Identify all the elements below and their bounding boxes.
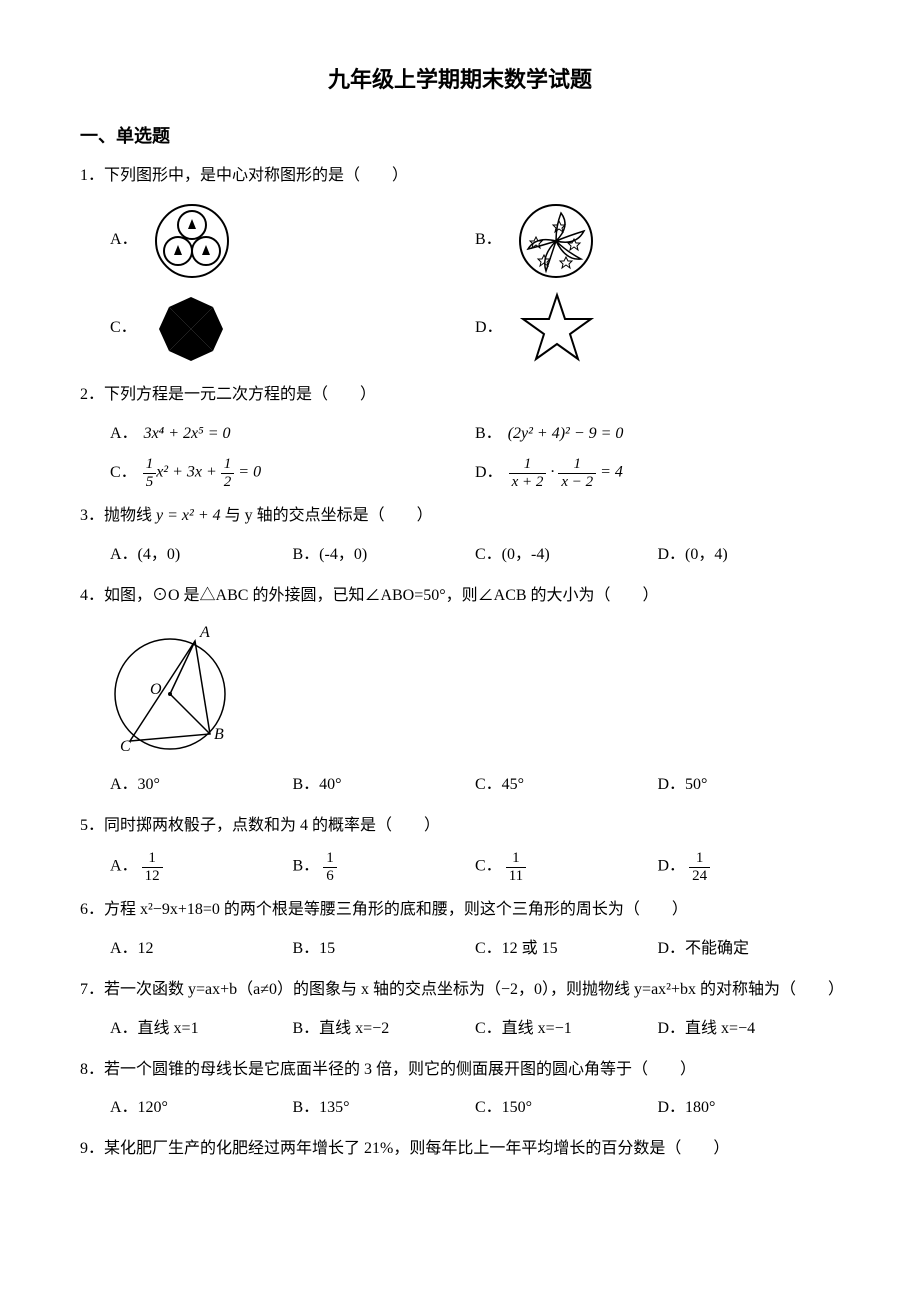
q1-text: 1．下列图形中，是中心对称图形的是（ ） bbox=[80, 162, 840, 191]
q2-opt-a: A． 3x⁴ + 2x⁵ = 0 bbox=[110, 416, 475, 453]
q8-opt-b: B．135° bbox=[293, 1090, 476, 1127]
q4-opt-b: B．40° bbox=[293, 767, 476, 804]
q2-c-label: C． bbox=[110, 459, 137, 488]
page-title: 九年级上学期期末数学试题 bbox=[80, 60, 840, 100]
q2-opt-d: D． 1x + 2 · 1x − 2 = 4 bbox=[475, 452, 840, 494]
q4-opt-d: D．50° bbox=[658, 767, 841, 804]
question-1: 1．下列图形中，是中心对称图形的是（ ） A． B． bbox=[80, 162, 840, 373]
q2-a-math: 3x⁴ + 2x⁵ = 0 bbox=[144, 420, 231, 449]
q8-opt-c: C．150° bbox=[475, 1090, 658, 1127]
section-header: 一、单选题 bbox=[80, 120, 840, 152]
q3-options: A．(4，0) B．(-4，0) C．(0，-4) D．(0，4) bbox=[110, 537, 840, 574]
q8-options: A．120° B．135° C．150° D．180° bbox=[110, 1090, 840, 1127]
flower-figure-b-icon bbox=[516, 201, 596, 281]
q3-opt-c: C．(0，-4) bbox=[475, 537, 658, 574]
q4-opt-a: A．30° bbox=[110, 767, 293, 804]
q2-opt-b: B． (2y² + 4)² − 9 = 0 bbox=[475, 416, 840, 453]
q5-a-label: A． bbox=[110, 858, 138, 875]
q1-b-label: B． bbox=[475, 226, 502, 255]
q3-post: 与 y 轴的交点坐标是（ ） bbox=[225, 507, 433, 524]
q3-pre: 3．抛物线 bbox=[80, 507, 156, 524]
q2-d-math: 1x + 2 · 1x − 2 = 4 bbox=[509, 456, 623, 490]
q2-c-math: 15x² + 3x + 12 = 0 bbox=[143, 456, 261, 490]
question-7: 7．若一次函数 y=ax+b（a≠0）的图象与 x 轴的交点坐标为（−2，0），… bbox=[80, 976, 840, 1048]
q1-c-label: C． bbox=[110, 314, 137, 343]
svg-text:C: C bbox=[120, 738, 131, 755]
q3-opt-a: A．(4，0) bbox=[110, 537, 293, 574]
q1-d-label: D． bbox=[475, 314, 503, 343]
q2-options: A． 3x⁴ + 2x⁵ = 0 B． (2y² + 4)² − 9 = 0 C… bbox=[110, 416, 840, 495]
q8-text: 8．若一个圆锥的母线长是它底面半径的 3 倍，则它的侧面展开图的圆心角等于（ ） bbox=[80, 1056, 840, 1085]
symmetry-figure-a-icon bbox=[152, 201, 232, 281]
q4-opt-c: C．45° bbox=[475, 767, 658, 804]
q6-opt-b: B．15 bbox=[293, 931, 476, 968]
svg-text:B: B bbox=[214, 726, 224, 743]
question-3: 3．抛物线 y = x² + 4 与 y 轴的交点坐标是（ ） A．(4，0) … bbox=[80, 502, 840, 574]
question-5: 5．同时掷两枚骰子，点数和为 4 的概率是（ ） A． 112 B． 16 C．… bbox=[80, 812, 840, 889]
q5-b-label: B． bbox=[293, 858, 320, 875]
q5-opt-d: D． 124 bbox=[658, 846, 841, 888]
q4-options: A．30° B．40° C．45° D．50° bbox=[110, 767, 840, 804]
q6-opt-d: D．不能确定 bbox=[658, 931, 841, 968]
circle-triangle-figure-icon: A B C O bbox=[110, 619, 840, 759]
q6-options: A．12 B．15 C．12 或 15 D．不能确定 bbox=[110, 931, 840, 968]
q7-opt-a: A．直线 x=1 bbox=[110, 1011, 293, 1048]
q5-c-label: C． bbox=[475, 858, 502, 875]
q1-options: A． B． bbox=[110, 197, 840, 373]
q2-text: 2．下列方程是一元二次方程的是（ ） bbox=[80, 381, 840, 410]
q5-text: 5．同时掷两枚骰子，点数和为 4 的概率是（ ） bbox=[80, 812, 840, 841]
q1-opt-b: B． bbox=[475, 197, 840, 285]
q5-d-label: D． bbox=[658, 858, 686, 875]
q7-options: A．直线 x=1 B．直线 x=−2 C．直线 x=−1 D．直线 x=−4 bbox=[110, 1011, 840, 1048]
q2-opt-c: C． 15x² + 3x + 12 = 0 bbox=[110, 452, 475, 494]
star-figure-d-icon bbox=[517, 289, 597, 369]
q8-opt-a: A．120° bbox=[110, 1090, 293, 1127]
q5-opt-c: C． 111 bbox=[475, 846, 658, 888]
q7-opt-d: D．直线 x=−4 bbox=[658, 1011, 841, 1048]
question-9: 9．某化肥厂生产的化肥经过两年增长了 21%，则每年比上一年平均增长的百分数是（… bbox=[80, 1135, 840, 1164]
q9-text: 9．某化肥厂生产的化肥经过两年增长了 21%，则每年比上一年平均增长的百分数是（… bbox=[80, 1135, 840, 1164]
q5-opt-a: A． 112 bbox=[110, 846, 293, 888]
q6-text: 6．方程 x²−9x+18=0 的两个根是等腰三角形的底和腰，则这个三角形的周长… bbox=[80, 896, 840, 925]
pinwheel-figure-c-icon bbox=[151, 289, 231, 369]
q2-a-label: A． bbox=[110, 420, 138, 449]
q2-b-math: (2y² + 4)² − 9 = 0 bbox=[508, 420, 624, 449]
q6-opt-a: A．12 bbox=[110, 931, 293, 968]
q2-b-label: B． bbox=[475, 420, 502, 449]
q7-text: 7．若一次函数 y=ax+b（a≠0）的图象与 x 轴的交点坐标为（−2，0），… bbox=[80, 976, 840, 1005]
q1-opt-a: A． bbox=[110, 197, 475, 285]
q3-text: 3．抛物线 y = x² + 4 与 y 轴的交点坐标是（ ） bbox=[80, 502, 840, 531]
question-4: 4．如图，⊙O 是△ABC 的外接圆，已知∠ABO=50°，则∠ACB 的大小为… bbox=[80, 582, 840, 804]
q3-opt-b: B．(-4，0) bbox=[293, 537, 476, 574]
q6-opt-c: C．12 或 15 bbox=[475, 931, 658, 968]
q8-opt-d: D．180° bbox=[658, 1090, 841, 1127]
svg-text:A: A bbox=[199, 624, 210, 641]
q4-text: 4．如图，⊙O 是△ABC 的外接圆，已知∠ABO=50°，则∠ACB 的大小为… bbox=[80, 582, 840, 611]
q7-opt-b: B．直线 x=−2 bbox=[293, 1011, 476, 1048]
q1-opt-c: C． bbox=[110, 285, 475, 373]
q3-opt-d: D．(0，4) bbox=[658, 537, 841, 574]
q7-opt-c: C．直线 x=−1 bbox=[475, 1011, 658, 1048]
q1-a-label: A． bbox=[110, 226, 138, 255]
q5-opt-b: B． 16 bbox=[293, 846, 476, 888]
question-6: 6．方程 x²−9x+18=0 的两个根是等腰三角形的底和腰，则这个三角形的周长… bbox=[80, 896, 840, 968]
q2-d-label: D． bbox=[475, 459, 503, 488]
q3-math: y = x² + 4 bbox=[156, 507, 221, 524]
q1-opt-d: D． bbox=[475, 285, 840, 373]
svg-text:O: O bbox=[150, 681, 162, 698]
question-2: 2．下列方程是一元二次方程的是（ ） A． 3x⁴ + 2x⁵ = 0 B． (… bbox=[80, 381, 840, 495]
question-8: 8．若一个圆锥的母线长是它底面半径的 3 倍，则它的侧面展开图的圆心角等于（ ）… bbox=[80, 1056, 840, 1128]
q5-options: A． 112 B． 16 C． 111 D． 124 bbox=[110, 846, 840, 888]
